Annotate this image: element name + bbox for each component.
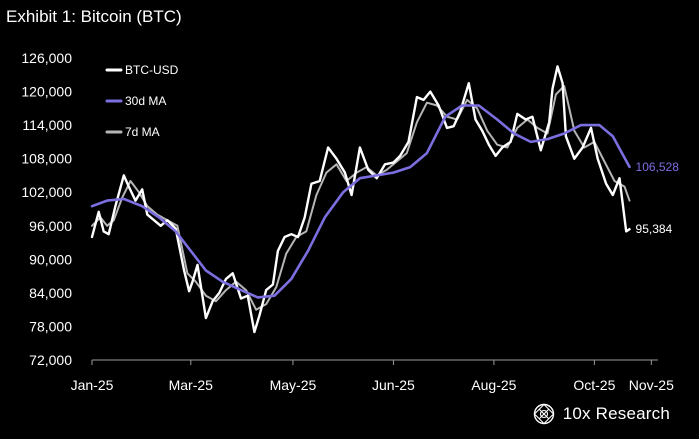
legend-label: 30d MA	[125, 94, 166, 108]
series-layer	[90, 65, 631, 334]
y-tick-label: 84,000	[29, 285, 72, 301]
x-axis-ticks: Jan-25 Mar-25 May-25 Jun-25 Aug-25 Oct-25 Nov-…	[71, 360, 674, 393]
y-tick-label: 114,000	[22, 117, 72, 133]
y-tick-label: 108,000	[21, 151, 72, 167]
y-tick-label: 96,000	[29, 218, 72, 234]
legend: BTC-USD 30d MA 7d MA	[105, 63, 179, 139]
y-axis-ticks: 72,000 78,000 84,000 90,000 96,000 102,000 108…	[21, 50, 72, 368]
brand-name: 10x Research	[562, 404, 670, 423]
y-tick-label: 102,000	[21, 184, 72, 200]
globe-logo-icon	[533, 403, 554, 425]
end-value-label: 106,528	[636, 160, 680, 174]
ma-30d-line	[90, 104, 631, 299]
brand-logo: 10x Research	[533, 403, 670, 425]
y-tick-label: 90,000	[29, 251, 72, 267]
legend-label: BTC-USD	[125, 63, 179, 77]
x-tick-label: Oct-25	[573, 377, 615, 393]
x-tick-label: May-25	[270, 377, 317, 393]
chart-title: Exhibit 1: Bitcoin (BTC)	[6, 7, 182, 26]
y-tick-label: 126,000	[21, 50, 72, 66]
x-tick-label: Nov-25	[629, 377, 674, 393]
legend-label: 7d MA	[125, 125, 160, 139]
x-tick-label: Mar-25	[169, 377, 214, 393]
btc-usd-line	[90, 65, 631, 334]
end-labels: 106,528 95,384	[636, 160, 680, 236]
x-tick-label: Jun-25	[372, 377, 415, 393]
end-value-label: 95,384	[636, 222, 673, 236]
y-tick-label: 120,000	[21, 84, 72, 100]
x-tick-label: Aug-25	[471, 377, 516, 393]
y-tick-label: 78,000	[29, 318, 72, 334]
y-tick-label: 72,000	[29, 352, 72, 368]
x-tick-label: Jan-25	[71, 377, 114, 393]
